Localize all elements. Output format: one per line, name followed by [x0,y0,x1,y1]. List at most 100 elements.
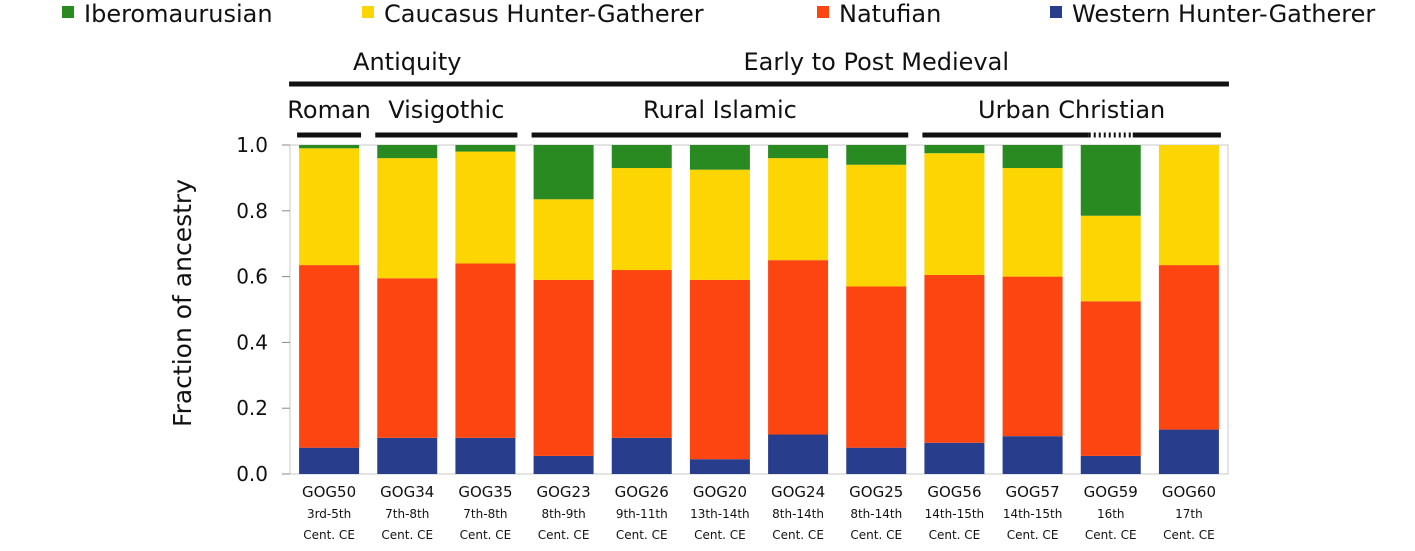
date-label: Cent. CE [850,528,902,542]
date-label: 8th-9th [541,507,585,521]
bar-segment-western-hunter-gatherer [1002,436,1063,474]
bar-segment-natufian [768,260,829,435]
legend-swatch [362,6,374,18]
legend-swatch [1050,6,1062,18]
y-tick-label: 0.8 [236,199,268,223]
bar-segment-caucasus-hunter-gatherer [611,168,672,271]
legend-label: Natufian [839,0,941,28]
date-label: Cent. CE [538,528,590,542]
sample-label: GOG26 [615,483,669,501]
bar-segment-western-hunter-gatherer [924,442,985,474]
legend-label: Iberomaurusian [84,0,273,28]
bar-segment-western-hunter-gatherer [846,447,907,474]
bar-segment-iberomaurusian [299,145,360,149]
y-tick-label: 1.0 [236,133,268,157]
date-label: Cent. CE [694,528,746,542]
date-label: 16th [1097,507,1125,521]
bar-segment-western-hunter-gatherer [768,434,829,474]
legend-label: Western Hunter-Gatherer [1072,0,1375,28]
legend: Iberomaurusian Caucasus Hunter-Gatherer Na… [62,0,1375,28]
subgroup-label: Visigothic [388,96,504,124]
bar-segment-western-hunter-gatherer [299,447,360,474]
bar-segment-natufian [533,279,594,456]
period-label: Antiquity [353,48,461,76]
y-axis-label: Fraction of ancestry [168,179,197,427]
bar-segment-natufian [1158,265,1219,430]
legend-label: Caucasus Hunter-Gatherer [384,0,704,28]
date-label: Cent. CE [929,528,981,542]
sample-label: GOG59 [1084,483,1138,501]
y-tick-label: 0.4 [236,330,268,354]
bar-segment-caucasus-hunter-gatherer [377,158,438,279]
date-label: 17th [1175,507,1203,521]
bar-segment-natufian [924,274,985,443]
bar-segment-caucasus-hunter-gatherer [299,148,360,266]
bar-segment-western-hunter-gatherer [1080,455,1141,474]
bar-segment-natufian [455,263,516,438]
sample-label: GOG25 [849,483,903,501]
y-tick-label: 0.2 [236,396,268,420]
bar-segment-western-hunter-gatherer [1158,429,1219,474]
bar-segment-western-hunter-gatherer [611,437,672,474]
sample-label: GOG20 [693,483,747,501]
bar-segment-iberomaurusian [377,145,438,159]
y-tick-label: 0.0 [236,462,268,486]
date-label: Cent. CE [303,528,355,542]
bar-segment-iberomaurusian [611,145,672,169]
bar-segment-natufian [689,279,750,460]
bar-segment-iberomaurusian [924,145,985,154]
sample-label: GOG24 [771,483,825,501]
bar-segment-caucasus-hunter-gatherer [846,164,907,287]
date-label: 9th-11th [616,507,668,521]
legend-swatch [817,6,829,18]
bar-segment-caucasus-hunter-gatherer [1158,145,1219,266]
date-label: Cent. CE [1163,528,1215,542]
date-label: 8th-14th [850,507,902,521]
date-label: Cent. CE [616,528,668,542]
bar-segment-iberomaurusian [846,145,907,165]
date-label: 7th-8th [463,507,507,521]
date-label: 14th-15th [925,507,985,521]
bar-segment-natufian [377,278,438,438]
bar-segment-iberomaurusian [768,145,829,159]
date-label: 14th-15th [1003,507,1063,521]
bar-segment-iberomaurusian [689,145,750,170]
bar-segment-western-hunter-gatherer [533,455,594,474]
sample-label: GOG23 [537,483,591,501]
bar-segment-iberomaurusian [455,145,516,152]
date-label: Cent. CE [460,528,512,542]
date-label: 3rd-5th [307,507,351,521]
date-label: Cent. CE [1007,528,1059,542]
sample-label: GOG56 [927,483,981,501]
sample-label: GOG35 [458,483,512,501]
subgroup-label: Urban Christian [978,96,1165,124]
bar-segment-caucasus-hunter-gatherer [924,153,985,275]
subgroup-label: Rural Islamic [643,96,797,124]
x-axis-labels: GOG50 3rd-5th Cent. CE GOG34 7th-8th Cent. CE… [302,483,1216,542]
bar-segment-caucasus-hunter-gatherer [533,199,594,280]
date-label: Cent. CE [1085,528,1137,542]
bar-segment-iberomaurusian [1080,145,1141,216]
sample-label: GOG34 [380,483,434,501]
bar-segment-western-hunter-gatherer [455,437,516,474]
bar-segment-natufian [1080,301,1141,456]
bar-segment-natufian [1002,276,1063,437]
date-label: 8th-14th [772,507,824,521]
period-label: Early to Post Medieval [743,48,1009,76]
date-label: Cent. CE [381,528,433,542]
bar-segment-natufian [846,286,907,448]
bar-segment-natufian [299,265,360,448]
date-label: Cent. CE [772,528,824,542]
date-label: 13th-14th [690,507,750,521]
date-label: 7th-8th [385,507,429,521]
bar-segment-caucasus-hunter-gatherer [1002,168,1063,277]
sample-label: GOG50 [302,483,356,501]
bar-segment-caucasus-hunter-gatherer [689,169,750,280]
bar-segment-natufian [611,270,672,438]
bar-segment-caucasus-hunter-gatherer [1080,215,1141,302]
bar-segment-western-hunter-gatherer [689,459,750,474]
bar-segment-iberomaurusian [533,145,594,200]
bar-segment-caucasus-hunter-gatherer [455,151,516,264]
sample-label: GOG60 [1162,483,1216,501]
